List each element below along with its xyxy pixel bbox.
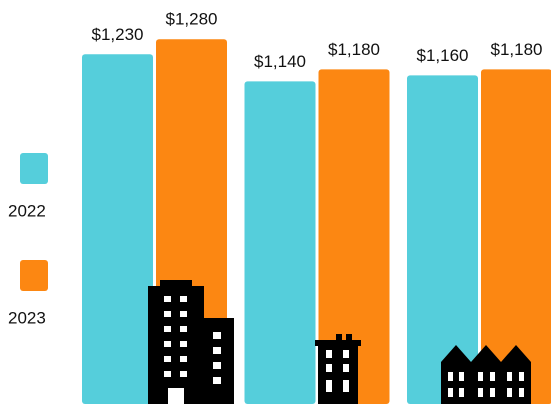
value-label: $1,180 <box>328 40 380 59</box>
legend-label: 2022 <box>8 201 46 220</box>
bar <box>82 54 153 404</box>
building-icon-1 <box>148 280 234 404</box>
building-icon-3 <box>441 345 531 404</box>
value-label: $1,140 <box>254 52 306 71</box>
value-label: $1,160 <box>417 46 469 65</box>
bar <box>244 81 316 404</box>
value-label: $1,230 <box>92 25 144 44</box>
bar <box>407 75 478 404</box>
value-label: $1,280 <box>166 10 218 29</box>
legend-swatch <box>20 153 48 184</box>
value-label: $1,180 <box>491 40 543 59</box>
legend-label: 2023 <box>8 308 46 327</box>
bar <box>318 69 390 404</box>
building-icon-2 <box>315 334 361 404</box>
bar <box>481 69 551 404</box>
bars <box>82 39 551 404</box>
legend-swatch <box>20 260 48 291</box>
